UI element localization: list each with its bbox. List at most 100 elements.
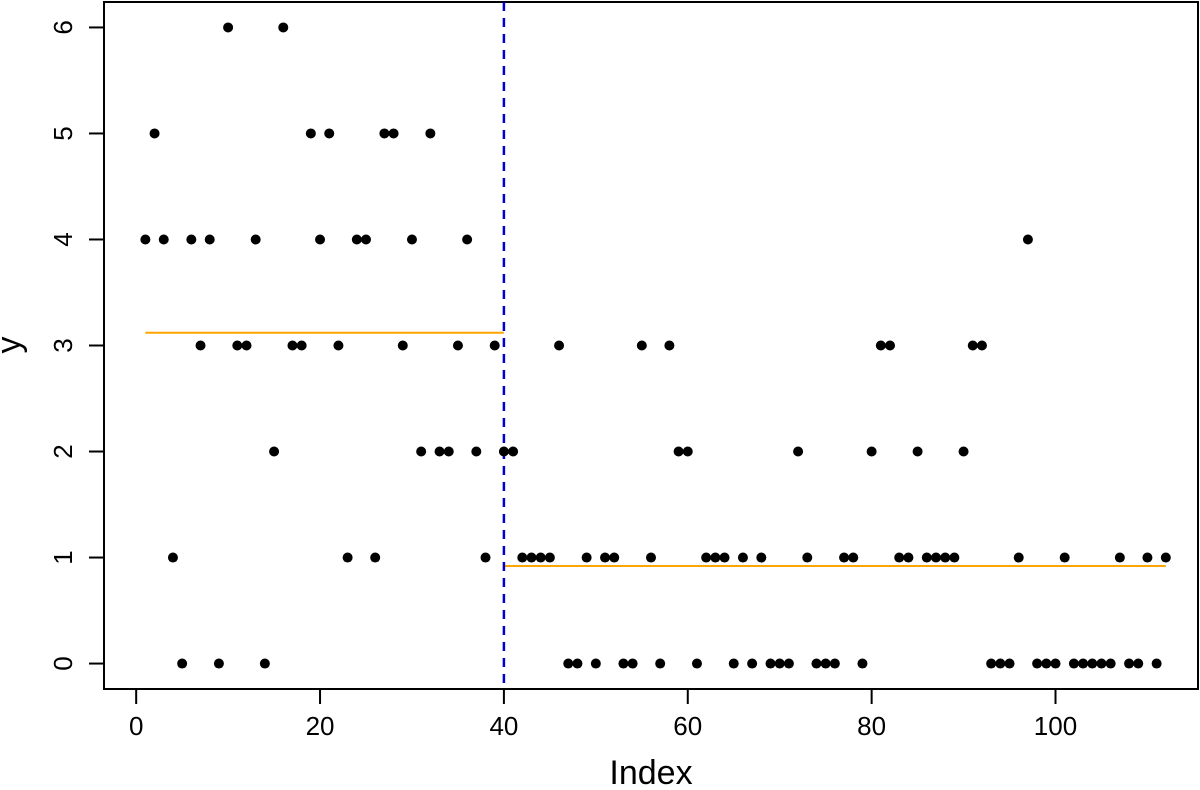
- data-point: [682, 446, 693, 457]
- data-point: [737, 552, 748, 563]
- data-point: [885, 340, 896, 351]
- data-point: [287, 340, 298, 351]
- x-tick-label: 20: [306, 711, 335, 741]
- data-point: [167, 552, 178, 563]
- data-point: [517, 552, 528, 563]
- data-point: [361, 234, 372, 245]
- data-point: [195, 340, 206, 351]
- data-point: [177, 658, 188, 669]
- data-point: [425, 128, 436, 139]
- data-point: [646, 552, 656, 563]
- data-point: [305, 128, 316, 139]
- data-point: [397, 340, 408, 351]
- data-point: [1142, 552, 1153, 563]
- x-axis-title: Index: [609, 754, 692, 790]
- data-point: [839, 552, 850, 563]
- data-point: [848, 552, 859, 563]
- data-point: [508, 446, 519, 457]
- data-point: [1013, 552, 1024, 563]
- y-axis-title: y: [0, 337, 28, 354]
- x-tick-label: 40: [489, 711, 518, 741]
- data-point: [563, 658, 574, 669]
- y-axis: 0 1 2 3 4 5 6: [48, 20, 105, 671]
- data-point: [995, 658, 1006, 669]
- data-point: [627, 658, 638, 669]
- data-point: [526, 552, 537, 563]
- data-point: [894, 552, 905, 563]
- x-tick-label: 60: [673, 711, 702, 741]
- data-point: [296, 340, 307, 351]
- data-point: [462, 234, 473, 245]
- data-point: [241, 340, 252, 351]
- y-tick-label: 2: [48, 444, 78, 458]
- data-point: [949, 552, 960, 563]
- data-point: [930, 552, 941, 563]
- data-point: [1022, 234, 1033, 245]
- data-point: [857, 658, 868, 669]
- data-point: [315, 234, 326, 245]
- data-point: [452, 340, 463, 351]
- data-point: [333, 340, 344, 351]
- data-point: [342, 552, 353, 563]
- y-tick-label: 6: [48, 20, 78, 34]
- x-tick-label: 80: [857, 711, 886, 741]
- data-point: [324, 128, 335, 139]
- data-point: [1096, 658, 1107, 669]
- data-point: [940, 552, 951, 563]
- plot-frame: [103, 1, 1199, 690]
- data-points: [140, 22, 1171, 669]
- data-point: [581, 552, 592, 563]
- data-point: [544, 552, 555, 563]
- data-point: [774, 658, 785, 669]
- data-point: [976, 340, 987, 351]
- data-point: [489, 340, 500, 351]
- y-tick-label: 3: [48, 338, 78, 352]
- data-point: [278, 22, 289, 33]
- data-point: [958, 446, 969, 457]
- data-point: [609, 552, 620, 563]
- y-tick-label: 1: [48, 550, 78, 564]
- segment-mean-lines: [145, 331, 1166, 568]
- data-point: [655, 658, 666, 669]
- data-point: [572, 658, 583, 669]
- data-point: [701, 552, 712, 563]
- data-point: [1160, 552, 1171, 563]
- data-point: [967, 340, 978, 351]
- data-point: [498, 446, 509, 457]
- data-point: [829, 658, 840, 669]
- data-point: [756, 552, 767, 563]
- data-point: [1059, 552, 1070, 563]
- data-point: [912, 446, 923, 457]
- data-point: [213, 658, 224, 669]
- data-point: [232, 340, 243, 351]
- data-point: [480, 552, 491, 563]
- data-point: [820, 658, 831, 669]
- data-point: [618, 658, 629, 669]
- data-point: [1133, 658, 1144, 669]
- data-point: [259, 658, 270, 669]
- data-point: [434, 446, 445, 457]
- data-point: [535, 552, 546, 563]
- data-point: [443, 446, 454, 457]
- data-point: [1050, 658, 1061, 669]
- data-point: [1087, 658, 1098, 669]
- data-point: [811, 658, 822, 669]
- y-tick-label: 5: [48, 126, 78, 140]
- data-point: [471, 446, 482, 457]
- data-point: [802, 552, 813, 563]
- data-point: [1124, 658, 1135, 669]
- data-point: [149, 128, 160, 139]
- data-point: [903, 552, 914, 563]
- data-point: [223, 22, 234, 33]
- data-point: [379, 128, 390, 139]
- data-point: [691, 658, 702, 669]
- data-point: [269, 446, 280, 457]
- data-point: [1068, 658, 1079, 669]
- data-point: [590, 658, 601, 669]
- data-point: [728, 658, 739, 669]
- data-point: [554, 340, 565, 351]
- data-point: [986, 658, 997, 669]
- data-point: [1151, 658, 1162, 669]
- data-point: [921, 552, 932, 563]
